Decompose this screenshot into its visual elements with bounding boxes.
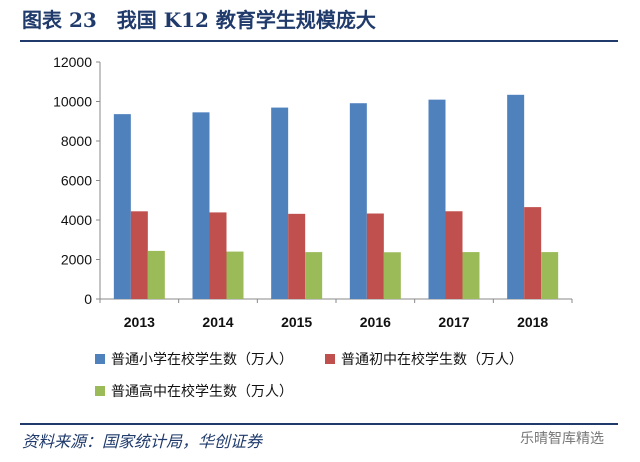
bar-2017-3 — [462, 252, 480, 299]
legend-item-primary: 普通小学在校学生数（万人） — [95, 349, 293, 369]
y-tick-label: 8000 — [61, 133, 92, 149]
bar-2015-3 — [305, 252, 323, 299]
bar-2016-2 — [366, 213, 384, 299]
legend-swatch — [95, 386, 105, 396]
x-tick-label: 2018 — [517, 314, 548, 330]
y-tick-label: 6000 — [61, 173, 92, 189]
bar-2014-1 — [192, 112, 210, 300]
bar-2018-2 — [524, 207, 542, 299]
legend-swatch — [325, 354, 335, 364]
bar-2014-2 — [209, 212, 227, 299]
legend-label: 普通小学在校学生数（万人） — [111, 352, 293, 368]
x-tick-label: 2013 — [124, 314, 155, 330]
bar-2018-3 — [541, 252, 559, 299]
x-tick-label: 2014 — [202, 314, 233, 330]
y-tick-label: 10000 — [53, 94, 92, 110]
bar-2014-3 — [226, 251, 244, 299]
y-tick-label: 2000 — [61, 252, 92, 268]
bar-2013-2 — [130, 211, 148, 299]
source-note: 资料来源：国家统计局，华创证券 — [22, 432, 263, 451]
y-tick-label: 0 — [84, 291, 92, 307]
legend-item-senior: 普通高中在校学生数（万人） — [95, 381, 293, 401]
x-tick-label: 2015 — [281, 314, 312, 330]
legend-swatch — [95, 354, 105, 364]
legend-label: 普通初中在校学生数（万人） — [341, 352, 523, 368]
bar-2018-1 — [507, 94, 525, 299]
footer-rule — [20, 423, 618, 425]
x-tick-label: 2017 — [438, 314, 469, 330]
bar-2015-1 — [271, 107, 289, 299]
bar-2013-1 — [113, 114, 131, 299]
y-tick-label: 12000 — [53, 54, 92, 70]
bar-2016-3 — [383, 252, 401, 299]
bar-2017-2 — [445, 211, 463, 299]
bar-2017-1 — [428, 99, 446, 300]
legend-item-junior: 普通初中在校学生数（万人） — [325, 349, 523, 369]
legend-label: 普通高中在校学生数（万人） — [111, 384, 293, 400]
title-rule — [20, 40, 618, 42]
bar-2013-3 — [147, 250, 165, 299]
x-tick-label: 2016 — [360, 314, 391, 330]
y-tick-label: 4000 — [61, 212, 92, 228]
figure-title: 图表 23 我国 K12 教育学生规模庞大 — [22, 8, 376, 32]
bar-2015-2 — [288, 213, 306, 299]
bar-chart: 0 2000 4000 6000 8000 10000 12000 2013 2014 2015 2… — [53, 54, 573, 330]
bar-2016-1 — [349, 103, 367, 299]
watermark: 乐晴智库精选 — [520, 431, 604, 447]
